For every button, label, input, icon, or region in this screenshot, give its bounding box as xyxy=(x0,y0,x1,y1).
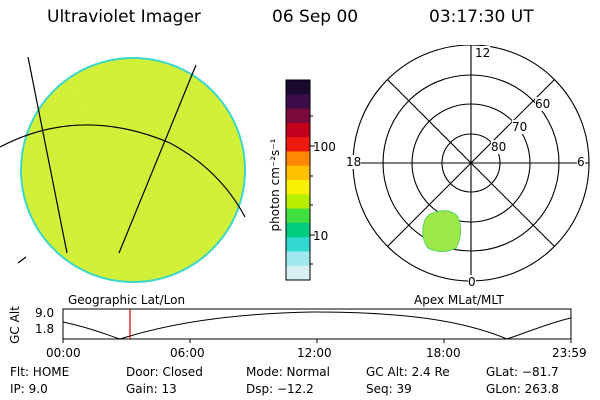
geographic-image xyxy=(0,56,246,283)
meridian-line-left xyxy=(27,56,68,254)
altitude-xtick-0600: 06:00 xyxy=(170,346,205,360)
colorbar-cell xyxy=(286,122,310,138)
colorbar-unit-label: photon cm⁻²s⁻¹ xyxy=(268,138,282,232)
status-door: Door: Closed xyxy=(126,365,203,379)
colorbar-cell xyxy=(286,108,310,124)
uv-disk xyxy=(20,57,246,283)
mlt-label-6: 6 xyxy=(577,155,585,169)
colorbar-cell xyxy=(286,251,310,267)
altitude-xtick-0000: 00:00 xyxy=(46,346,81,360)
colorbar-cell xyxy=(286,94,310,110)
time-label: 03:17:30 UT xyxy=(429,7,534,27)
altitude-plot xyxy=(62,308,572,343)
colorbar-cell xyxy=(286,80,310,95)
colorbar-cell xyxy=(286,165,310,181)
status-gain: Gain: 13 xyxy=(126,382,177,396)
colorbar-tick-label-10: 10 xyxy=(313,229,329,243)
colorbar-cell xyxy=(286,237,310,252)
altitude-xtick-1800: 18:00 xyxy=(426,346,461,360)
mlt-label-0: 0 xyxy=(468,275,476,289)
auroral-spot xyxy=(422,210,462,252)
status-dsp: Dsp: −12.2 xyxy=(246,382,314,396)
meridian-line-right xyxy=(118,64,197,254)
mlat-label-60: 60 xyxy=(535,97,551,111)
date-label: 06 Sep 00 xyxy=(272,7,359,27)
polar-plot xyxy=(352,45,590,282)
colorbar-cell xyxy=(286,151,310,167)
meridian-stub xyxy=(17,256,27,264)
mlat-label-70: 70 xyxy=(512,120,528,134)
polar-panel-label: Apex MLat/MLT xyxy=(414,293,504,307)
colorbar-cell xyxy=(286,180,310,195)
status-glon: GLon: 263.8 xyxy=(486,382,559,396)
mlt-label-12: 12 xyxy=(475,46,491,60)
mlat-label-80: 80 xyxy=(491,140,507,154)
mlt-label-18: 18 xyxy=(346,155,362,169)
colorbar-cell xyxy=(286,265,310,281)
altitude-ylabel: GC Alt xyxy=(8,306,22,344)
status-glat: GLat: −81.7 xyxy=(486,365,559,379)
colorbar-cell xyxy=(286,222,310,238)
altitude-ytick-1-8: 1.8 xyxy=(35,322,55,336)
status-mode: Mode: Normal xyxy=(246,365,330,379)
geo-panel-label: Geographic Lat/Lon xyxy=(68,293,186,307)
status-ip: IP: 9.0 xyxy=(10,382,48,396)
instrument-title: Ultraviolet Imager xyxy=(47,7,201,27)
colorbar xyxy=(285,79,315,281)
altitude-ytick-9: 9.0 xyxy=(35,306,55,320)
colorbar-cell xyxy=(286,194,310,210)
colorbar-cell xyxy=(286,137,310,152)
status-gc-alt: GC Alt: 2.4 Re xyxy=(366,365,450,379)
coastline-curve xyxy=(0,124,246,218)
status-seq: Seq: 39 xyxy=(366,382,412,396)
colorbar-cell xyxy=(286,208,310,224)
colorbar-tick-label-100: 100 xyxy=(313,140,336,154)
altitude-xtick-2359: 23:59 xyxy=(552,346,587,360)
status-flight: Flt: HOME xyxy=(10,365,70,379)
altitude-curve xyxy=(62,311,572,340)
polar-diagonal-2 xyxy=(387,79,555,247)
altitude-xtick-1200: 12:00 xyxy=(297,346,332,360)
